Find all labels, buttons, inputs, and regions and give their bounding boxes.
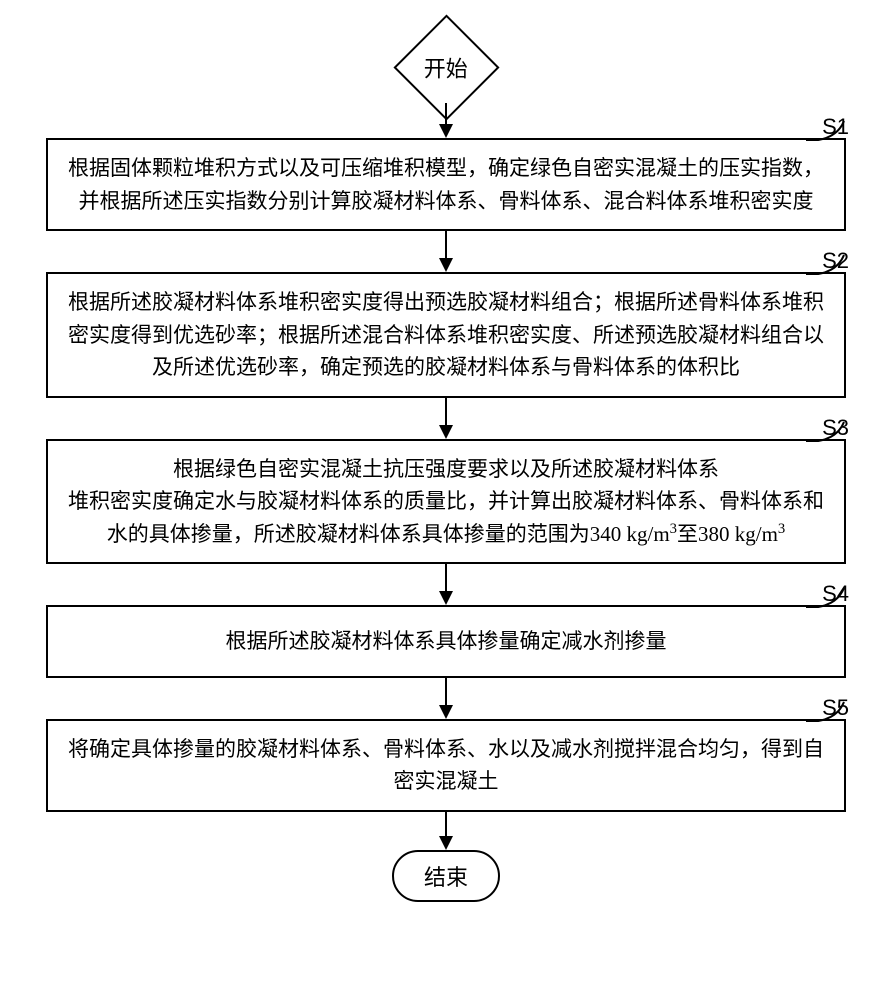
arrow-2: [439, 398, 453, 439]
end-label: 结束: [424, 860, 468, 892]
flowchart-container: 开始 S1 根据固体颗粒堆积方式以及可压缩堆积模型，确定绿色自密实混凝土的压实指…: [0, 30, 892, 902]
arrow-5: [439, 812, 453, 850]
start-label: 开始: [424, 51, 468, 83]
step-s4: S4 根据所述胶凝材料体系具体掺量确定减水剂掺量: [46, 605, 846, 678]
step-s2: S2 根据所述胶凝材料体系堆积密实度得出预选胶凝材料组合；根据所述骨料体系堆积密…: [46, 272, 846, 398]
arrow-3: [439, 564, 453, 605]
arrow-4: [439, 678, 453, 719]
step-text-s1: 根据固体颗粒堆积方式以及可压缩堆积模型，确定绿色自密实混凝土的压实指数，并根据所…: [68, 156, 824, 213]
step-text-s3: 根据绿色自密实混凝土抗压强度要求以及所述胶凝材料体系堆积密实度确定水与胶凝材料体…: [68, 457, 824, 546]
step-text-s4: 根据所述胶凝材料体系具体掺量确定减水剂掺量: [226, 629, 667, 653]
end-terminal: 结束: [392, 850, 500, 902]
step-text-s5: 将确定具体掺量的胶凝材料体系、骨料体系、水以及减水剂搅拌混合均匀，得到自密实混凝…: [68, 737, 824, 794]
arrow-0: [439, 103, 453, 138]
step-s1: S1 根据固体颗粒堆积方式以及可压缩堆积模型，确定绿色自密实混凝土的压实指数，并…: [46, 138, 846, 231]
arrow-1: [439, 231, 453, 272]
step-s5: S5 将确定具体掺量的胶凝材料体系、骨料体系、水以及减水剂搅拌混合均匀，得到自密…: [46, 719, 846, 812]
step-text-s2: 根据所述胶凝材料体系堆积密实度得出预选胶凝材料组合；根据所述骨料体系堆积密实度得…: [68, 290, 824, 379]
step-s3: S3 根据绿色自密实混凝土抗压强度要求以及所述胶凝材料体系堆积密实度确定水与胶凝…: [46, 439, 846, 565]
